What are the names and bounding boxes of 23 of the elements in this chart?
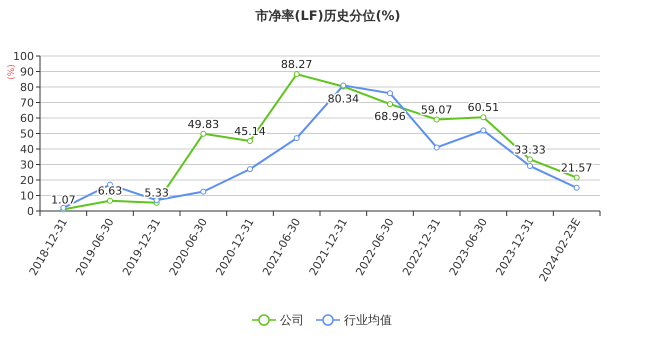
y-tick-label: 40 (20, 143, 34, 156)
y-tick-label: 100 (13, 50, 34, 63)
y-tick-label: 10 (20, 190, 34, 202)
data-label: 6.63 (98, 184, 122, 198)
y-tick-label: 90 (20, 66, 34, 78)
y-tick-label: 20 (20, 174, 34, 187)
y-tick-label: 0 (27, 205, 34, 218)
y-axis-title: (%) (7, 64, 17, 80)
data-label: 88.27 (280, 58, 312, 72)
data-label: 68.96 (374, 110, 406, 124)
y-tick-label: 30 (20, 158, 34, 172)
y-tick-label: 80 (20, 81, 34, 94)
data-label: 60.51 (468, 101, 500, 114)
legend-label: 公司 (280, 313, 304, 327)
data-label: 59.07 (420, 103, 452, 116)
y-tick-label: 60 (20, 112, 34, 125)
y-tick-label: 70 (20, 96, 34, 110)
data-label: 1.07 (51, 193, 76, 206)
y-tick-label: 50 (20, 128, 34, 140)
data-label: 49.83 (188, 118, 220, 131)
legend-label: 行业均值 (344, 313, 392, 327)
chart-title: 市净率(LF)历史分位(%) (254, 8, 400, 24)
data-label: 21.57 (560, 162, 592, 175)
